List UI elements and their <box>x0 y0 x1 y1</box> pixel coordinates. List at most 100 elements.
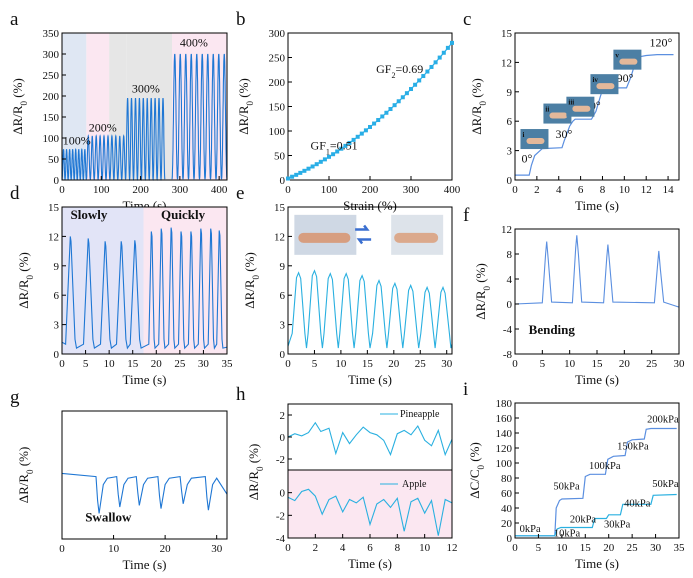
mode-label: Slowly <box>70 207 107 222</box>
y-tick-label: 120 <box>496 443 513 455</box>
x-tick-label: 0 <box>59 358 65 370</box>
x-tick-label: 12 <box>447 542 458 554</box>
y-tick-label: -2 <box>276 510 285 522</box>
inset-label: v <box>615 52 619 60</box>
angle-label: 90° <box>617 71 634 85</box>
plot-frame <box>514 32 680 181</box>
data-point <box>322 157 327 162</box>
mode-label: Quickly <box>161 207 206 222</box>
x-axis-label: Time (s) <box>575 372 619 387</box>
panel-letter: f <box>463 205 470 226</box>
plot-frame <box>61 206 228 355</box>
gf-annotation: GF1=0.51 <box>311 139 358 157</box>
inset-arm <box>619 58 638 65</box>
y-tick-label: 8 <box>507 249 513 261</box>
x-tick-label: 30 <box>650 542 662 554</box>
x-tick-label: 35 <box>222 358 234 370</box>
data-point <box>351 137 356 142</box>
inset-label: i <box>522 131 524 139</box>
y-tick-label: -8 <box>503 349 513 361</box>
x-axis-label: Time (s) <box>123 557 167 572</box>
y-tick-label: 12 <box>48 231 59 243</box>
panel-letter: h <box>236 384 246 405</box>
x-tick-label: 10 <box>108 543 120 555</box>
inset-label: iii <box>568 99 574 107</box>
x-tick-label: 5 <box>312 358 318 370</box>
y-axis-label: ΔR/R0 (%) <box>16 447 35 504</box>
x-tick-label: 2 <box>534 184 540 196</box>
data-point <box>302 168 307 173</box>
x-axis-label: Time (s) <box>123 372 167 387</box>
panel-d: 0 5 10 15 20 25 30 35 0 3 6 9 12 15 Time (s) ΔR/R0 (%) d… <box>10 183 233 387</box>
data-point <box>392 103 397 108</box>
x-tick-label: 10 <box>619 184 631 196</box>
panel-h: -2 0 2 -4 -2 0 0 2 4 6 8 10 12 Time (s) ΔR/R0 (%) h Pine… <box>236 384 458 571</box>
x-tick-label: 2 <box>313 542 319 554</box>
y-tick-label: 6 <box>54 290 60 302</box>
x-tick-label: 25 <box>627 542 639 554</box>
y-tick-label: 40 <box>501 503 513 515</box>
pressure-label: 20kPa <box>570 514 597 525</box>
x-tick-label: 10 <box>556 542 568 554</box>
annotation: 400% <box>180 35 208 49</box>
y-tick-label: 15 <box>274 202 286 214</box>
y-axis-label: ΔR/R0 (%) <box>246 444 265 501</box>
y-axis-label: ΔR/R0 (%) <box>473 263 492 320</box>
y-tick-label: 3 <box>280 320 286 332</box>
y-tick-label: 0 <box>280 349 286 361</box>
pressure-label: 50kPa <box>652 479 679 490</box>
angle-label: 120° <box>649 36 672 50</box>
x-tick-label: 25 <box>174 358 186 370</box>
y-axis-label: ΔR/R0 (%) <box>242 252 261 309</box>
panel-f: 0 5 10 15 20 25 30 -8 -4 0 4 8 12 Time (s) ΔR/R0 (%) f B… <box>463 205 685 387</box>
y-tick-label: 12 <box>274 231 285 243</box>
data-point <box>314 162 319 167</box>
data-point <box>441 50 446 55</box>
x-axis-label: Time (s) <box>348 556 392 571</box>
x-tick-label: 20 <box>619 358 631 370</box>
y-tick-label: 6 <box>280 290 286 302</box>
x-tick-label: 300 <box>172 184 189 196</box>
x-tick-label: 20 <box>160 543 172 555</box>
series-line <box>515 493 677 537</box>
y-tick-label: 150 <box>269 102 286 114</box>
x-tick-label: 5 <box>83 358 89 370</box>
y-tick-label: 140 <box>496 428 513 440</box>
inset-label: iv <box>592 76 598 84</box>
pressure-label: 0kPa <box>520 524 541 535</box>
x-axis-label: Strain (%) <box>343 198 397 213</box>
data-point <box>368 124 372 129</box>
data-point <box>380 114 385 119</box>
y-tick-label: 200 <box>269 77 286 89</box>
x-tick-label: 10 <box>335 358 347 370</box>
data-point <box>409 87 413 92</box>
data-point <box>437 55 442 60</box>
y-tick-label: 350 <box>43 28 60 40</box>
y-tick-label: 250 <box>43 70 60 82</box>
data-point <box>290 174 295 179</box>
plot-frame <box>61 410 228 540</box>
y-tick-label: 4 <box>507 274 513 286</box>
y-tick-label: -2 <box>276 454 285 466</box>
swallow-label: Swallow <box>85 509 132 524</box>
data-point <box>343 143 348 148</box>
data-point <box>372 121 377 126</box>
y-tick-label: 200 <box>43 91 60 103</box>
x-tick-label: 25 <box>646 358 658 370</box>
inset-arm <box>526 138 545 145</box>
panel-letter: e <box>236 183 244 204</box>
y-tick-label: 160 <box>496 413 513 425</box>
gf-annotation: GF2=0.69 <box>376 62 423 80</box>
x-tick-label: 14 <box>663 184 675 196</box>
data-point <box>339 146 344 151</box>
x-tick-label: 15 <box>580 542 592 554</box>
annotation: 300% <box>132 82 160 96</box>
series-line <box>287 269 453 349</box>
panel-i: 0 5 10 15 20 25 30 35 0 20 40 60 80 100 120 140 160 180 Ti… <box>463 379 685 571</box>
x-tick-label: 6 <box>367 542 373 554</box>
data-point <box>318 159 323 164</box>
pressure-label: 100kPa <box>589 461 621 472</box>
data-point <box>433 60 438 65</box>
y-tick-label: 12 <box>501 224 512 236</box>
